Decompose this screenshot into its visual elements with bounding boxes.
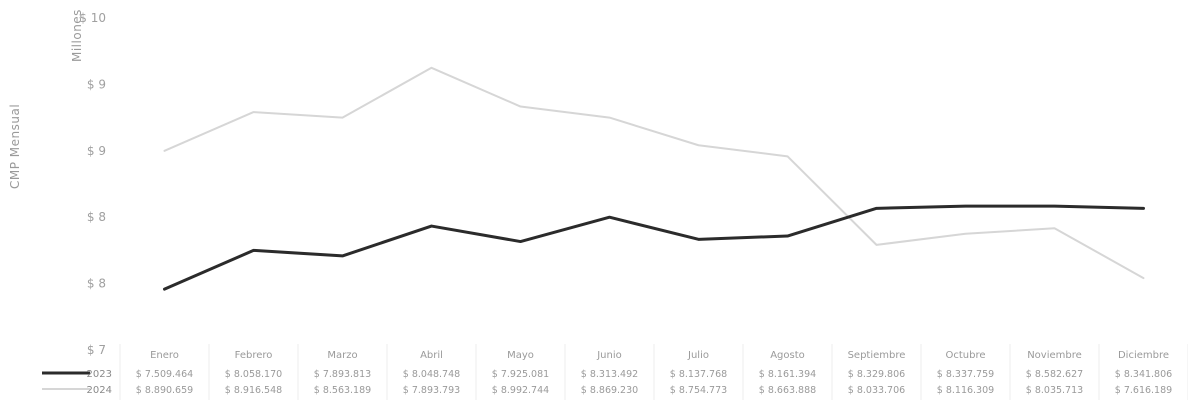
y-tick-label: $ 9	[87, 144, 106, 158]
table-cell: $ 8.563.189	[314, 385, 371, 396]
y-tick-label: $ 8	[87, 210, 106, 224]
unit-label: Millones	[70, 9, 84, 62]
table-column-separators	[119, 344, 1188, 400]
legend-label-2024: 2024	[87, 385, 112, 396]
table-cell: $ 7.616.189	[1115, 385, 1172, 396]
table-cell: $ 8.116.309	[937, 385, 994, 396]
x-category-label: Octubre	[945, 350, 985, 361]
x-category-label: Julio	[687, 350, 709, 361]
table-cell: $ 8.058.170	[225, 369, 282, 380]
x-category-label: Febrero	[235, 350, 273, 361]
y-tick-label: $ 10	[79, 11, 106, 25]
table-cell: $ 8.033.706	[848, 385, 905, 396]
table-cell: $ 8.916.548	[225, 385, 282, 396]
table-cell: $ 8.313.492	[581, 369, 638, 380]
table-cell: $ 8.161.394	[759, 369, 816, 380]
y-tick-label: $ 7	[87, 343, 106, 357]
x-category-label: Marzo	[327, 350, 357, 361]
table-cell: $ 7.893.813	[314, 369, 371, 380]
table-cell: $ 8.890.659	[136, 385, 193, 396]
x-category-label: Abril	[420, 350, 443, 361]
x-category-label: Junio	[596, 350, 622, 361]
table-cell: $ 7.925.081	[492, 369, 549, 380]
x-category-label: Septiembre	[848, 350, 906, 361]
series-lines	[163, 66, 1145, 291]
y-axis-label: CMP Mensual	[8, 103, 22, 189]
table-cell: $ 8.869.230	[581, 385, 638, 396]
x-category-label: Agosto	[770, 350, 805, 361]
table-cell: $ 8.329.806	[848, 369, 905, 380]
x-category-label: Diciembre	[1118, 350, 1169, 361]
x-category-label: Mayo	[507, 350, 534, 361]
x-category-label: Enero	[150, 350, 179, 361]
table-cell: $ 7.509.464	[136, 369, 193, 380]
table-cell: $ 8.992.744	[492, 385, 549, 396]
series-line-2024	[163, 66, 1145, 280]
table-cell: $ 8.137.768	[670, 369, 727, 380]
legend-label-2023: 2023	[87, 369, 112, 380]
y-axis-ticks: $ 10 $ 9 $ 9 $ 8 $ 8 $ 7	[79, 11, 106, 357]
table-cell: $ 8.341.806	[1115, 369, 1172, 380]
table-cell: $ 8.035.713	[1026, 385, 1083, 396]
table-cell: $ 8.663.888	[759, 385, 816, 396]
table-cell: $ 8.582.627	[1026, 369, 1083, 380]
table-cell: $ 8.754.773	[670, 385, 727, 396]
y-tick-label: $ 9	[87, 77, 106, 91]
series-line-2023	[163, 204, 1145, 291]
table-cell: $ 8.048.748	[403, 369, 460, 380]
table-cell: $ 8.337.759	[937, 369, 994, 380]
table-cell: $ 7.893.793	[403, 385, 460, 396]
x-category-label: Noviembre	[1027, 350, 1082, 361]
y-tick-label: $ 8	[87, 277, 106, 291]
data-table: Enero Febrero Marzo Abril Mayo Junio Julio Agos…	[42, 350, 1172, 396]
